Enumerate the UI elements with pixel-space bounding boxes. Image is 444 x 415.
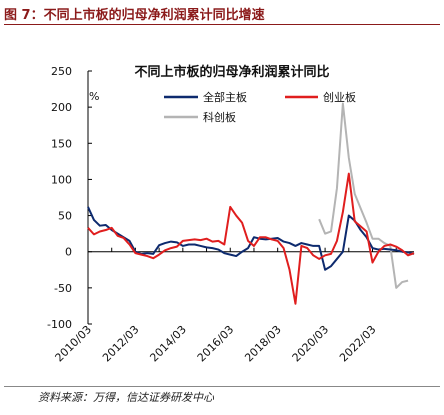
x-axis: 2010/03 2012/03 2014/03 2016/03 2018/03 2020/…: [53, 247, 414, 365]
y-tick-label: 0: [65, 246, 72, 259]
series-line-2: [318, 102, 409, 289]
series-line-1: [87, 172, 415, 305]
y-tick-label: 50: [58, 210, 72, 223]
x-tick-label: 2022/03: [337, 323, 379, 365]
y-tick-label: -50: [54, 282, 72, 295]
x-tick-label: 2012/03: [100, 323, 142, 365]
legend-label-2: 科创板: [203, 110, 236, 124]
y-axis: -100 -50 0 50 100 150 200 250: [47, 65, 92, 331]
y-tick-label: 100: [51, 173, 72, 186]
legend-label-0: 全部主板: [203, 90, 247, 104]
series-lines: [87, 102, 415, 305]
chart-title: 不同上市板的归母净利润累计同比: [134, 64, 329, 80]
figure-title: 图 7：不同上市板的归母净利润累计同比增速: [4, 8, 265, 23]
source-rule: [4, 386, 440, 387]
series-line-0: [87, 206, 415, 271]
y-tick-label: 200: [51, 101, 72, 114]
y-tick-label: -100: [47, 318, 72, 331]
title-rule: [4, 24, 440, 25]
y-tick-label: 150: [51, 137, 72, 150]
x-tick-label: 2016/03: [195, 323, 237, 365]
x-tick-label: 2014/03: [147, 323, 189, 365]
x-tick-label: 2020/03: [290, 323, 332, 365]
source-note: 资料来源：万得，信达证券研发中心: [38, 391, 214, 404]
y-tick-label: 250: [51, 65, 72, 78]
x-tick-label: 2018/03: [242, 323, 284, 365]
legend-label-1: 创业板: [323, 90, 356, 104]
y-unit-label: %: [89, 90, 99, 103]
